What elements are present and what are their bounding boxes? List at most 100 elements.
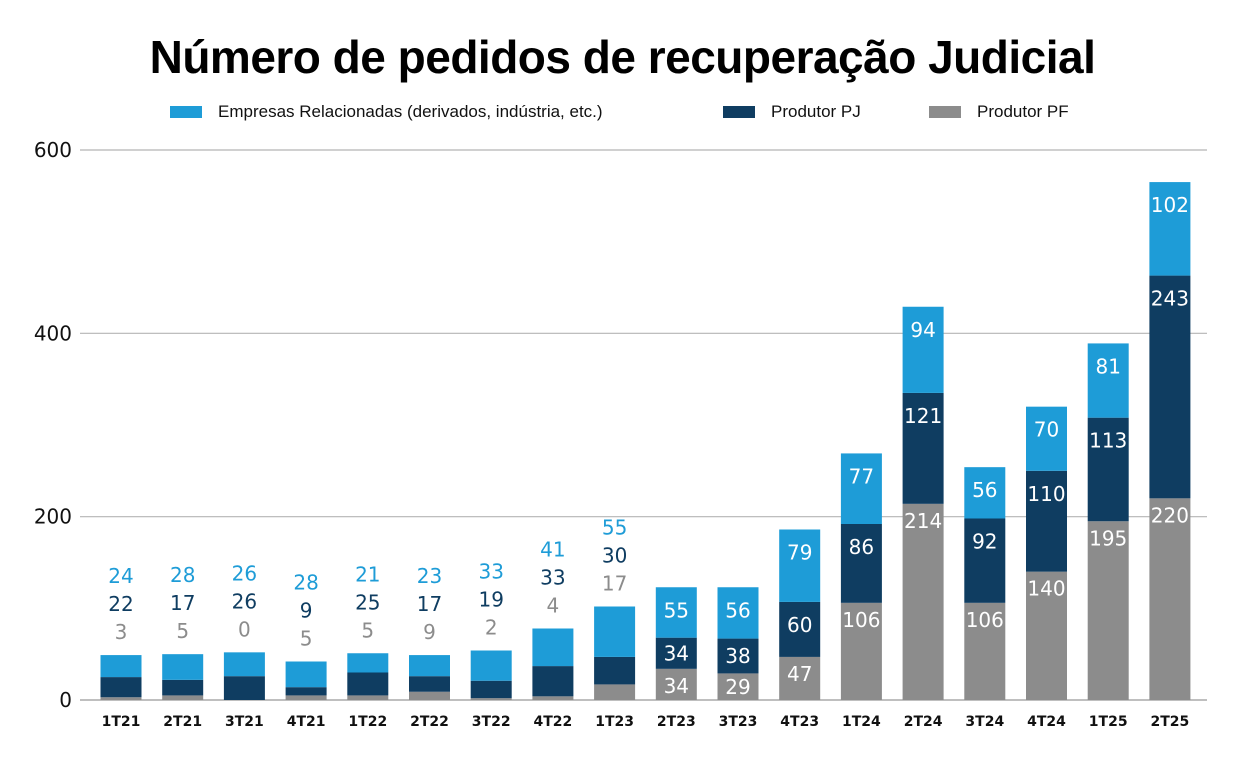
data-label: 26 [232,561,257,585]
data-label: 29 [725,675,750,699]
data-label: 47 [787,662,812,686]
legend-label-empresas: Empresas Relacionadas (derivados, indúst… [218,102,603,121]
data-label: 121 [904,404,942,428]
bar-segment [162,654,204,680]
data-label: 23 [417,564,442,588]
y-axis-ticks: 0 200 400 600 [34,138,72,712]
bar-segment [162,695,204,700]
y-tick-label: 200 [34,505,72,529]
bar-segment [470,680,512,699]
data-label: 25 [355,590,380,614]
x-tick-label: 4T21 [287,714,326,730]
data-label: 5 [300,627,313,651]
x-tick-label: 3T21 [225,714,264,730]
bar-segment [409,655,450,677]
data-label: 140 [1027,577,1065,601]
bar-segment [1026,406,1067,471]
data-label: 79 [787,541,812,565]
bar-segment [100,677,142,698]
data-label: 55 [664,598,689,622]
x-tick-label: 1T21 [102,714,141,730]
data-label: 5 [176,619,189,643]
x-tick-label: 1T22 [348,714,387,730]
bar-segment [532,696,574,700]
x-tick-label: 4T23 [780,714,819,730]
bar-segment [964,518,1006,603]
data-label: 9 [300,599,313,623]
legend-label-produtor-pf: Produtor PF [977,102,1069,121]
bar-segment [1149,498,1191,700]
bar-segment [532,666,574,697]
bar-segment [717,587,759,639]
x-tick-label: 2T23 [657,714,696,730]
data-label: 17 [170,591,195,615]
data-label: 24 [108,564,133,588]
data-label: 55 [602,516,627,540]
data-label: 34 [664,674,689,698]
data-label: 33 [540,566,565,590]
data-label: 60 [787,613,812,637]
bar-segment [779,656,821,700]
x-tick-label: 2T25 [1151,714,1190,730]
data-label: 110 [1027,482,1065,506]
data-label: 56 [972,478,997,502]
x-tick-label: 1T24 [842,714,881,730]
data-label: 81 [1095,354,1120,378]
bar-segment [655,587,697,638]
bar-segment [285,695,327,700]
x-tick-label: 4T24 [1027,714,1066,730]
data-label: 94 [910,318,935,342]
x-tick-label: 3T24 [965,714,1004,730]
data-label: 41 [540,538,565,562]
data-label: 19 [478,588,503,612]
data-label: 30 [602,544,627,568]
data-label: 92 [972,530,997,554]
data-label: 5 [361,618,374,642]
x-tick-label: 2T21 [163,714,202,730]
x-axis-ticks: 1T21 2T21 3T21 4T21 1T22 2T22 3T22 4T22 1T23 2T23… [102,714,1190,730]
bar-segment [594,656,636,685]
data-label: 113 [1089,429,1127,453]
data-label: 70 [1034,418,1059,442]
bar-segment [1087,521,1129,700]
bar-segment [285,661,327,688]
chart-title: Número de pedidos de recuperação Judicia… [149,31,1096,83]
gridlines [80,149,1207,701]
bar-segment [594,684,636,700]
data-label: 56 [725,598,750,622]
bar-segment [285,687,327,696]
data-label: 77 [849,464,874,488]
bar-segment [964,602,1006,700]
data-label: 9 [423,620,436,644]
data-label: 106 [842,608,880,632]
data-label: 3 [115,620,128,644]
bar-segment [840,602,882,700]
legend-item-empresas: Empresas Relacionadas (derivados, indúst… [170,100,603,124]
bar-segment [840,453,882,524]
bar-segment [1026,571,1067,700]
chart-legend: Empresas Relacionadas (derivados, indúst… [0,100,1245,124]
bar-segment [1087,417,1129,522]
data-label: 86 [849,535,874,559]
bar-segment [532,628,574,667]
bar-segment [717,673,759,700]
bar-segment [779,529,821,602]
data-label: 2 [485,616,498,640]
bar-segment [902,392,944,504]
legend-label-produtor-pj: Produtor PJ [771,102,861,121]
data-label: 26 [232,589,257,613]
y-tick-label: 0 [59,688,72,712]
bar-segment [409,691,450,700]
data-label: 28 [170,563,195,587]
bar-segment [779,601,821,657]
bar-segment [717,638,759,674]
data-label: 22 [108,592,133,616]
data-label: 243 [1151,287,1189,311]
y-tick-label: 400 [34,321,72,345]
bar-segment [902,306,944,393]
bar-segment [470,650,512,681]
data-label: 0 [238,617,251,641]
legend-item-produtor-pj: Produtor PJ [723,100,861,124]
legend-swatch-produtor-pf [929,106,961,118]
